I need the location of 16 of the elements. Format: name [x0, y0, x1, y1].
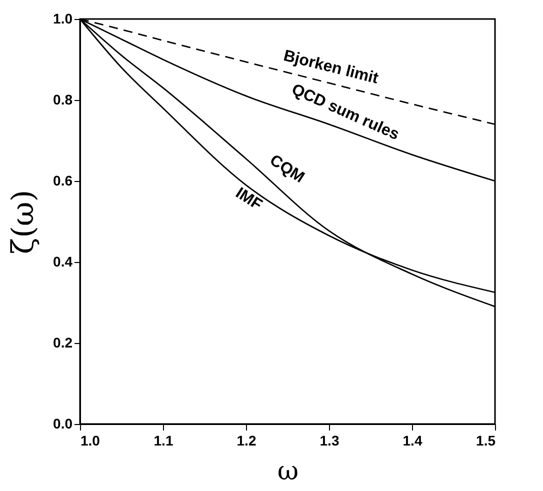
- x-tick-label: 1.2: [236, 432, 256, 448]
- x-axis-title: ω: [277, 456, 299, 486]
- text: CQM: [266, 152, 308, 186]
- x-tick-label: 1.3: [320, 432, 340, 448]
- y-tick-label: 0.8: [53, 92, 73, 108]
- text: IMF: [232, 184, 266, 214]
- x-tick-label: 1.1: [154, 432, 174, 448]
- x-tick-label: 1.4: [402, 432, 422, 448]
- y-tick-label: 0.2: [53, 334, 73, 350]
- y-tick-label: 1.0: [53, 10, 73, 26]
- y-tick-label: 0.0: [53, 416, 73, 432]
- x-tick-label: 1.5: [476, 432, 496, 448]
- y-axis-title: ζ(ω): [6, 190, 42, 254]
- y-tick-label: 0.6: [53, 172, 73, 188]
- x-tick-label: 1.0: [80, 432, 100, 448]
- y-tick-label: 0.4: [53, 254, 73, 270]
